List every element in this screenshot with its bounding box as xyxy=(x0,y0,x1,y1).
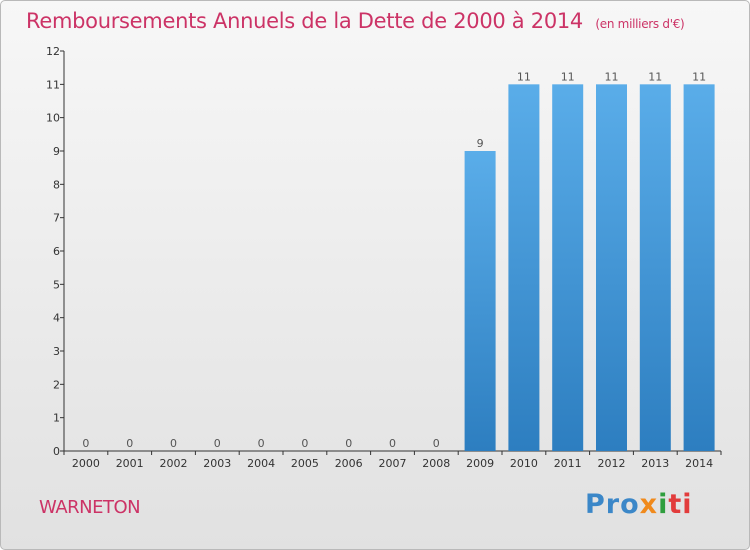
logo-part-4: ti xyxy=(668,489,693,520)
data-label-2013: 11 xyxy=(648,70,662,83)
y-tick-label: 3 xyxy=(53,345,60,358)
x-tick-label-2001: 2001 xyxy=(116,457,144,470)
y-tick-label: 12 xyxy=(46,45,60,58)
logo-part-2: x xyxy=(639,489,659,520)
chart-unit: (en milliers d'€) xyxy=(595,17,685,31)
data-label-2008: 0 xyxy=(433,437,440,450)
data-label-2012: 11 xyxy=(605,70,619,83)
y-tick-label: 4 xyxy=(53,312,60,325)
x-tick-label-2000: 2000 xyxy=(72,457,100,470)
x-tick-label-2007: 2007 xyxy=(379,457,407,470)
data-label-2011: 11 xyxy=(561,70,575,83)
y-tick-label: 10 xyxy=(46,112,60,125)
bar-2012 xyxy=(596,84,627,451)
bar-2009 xyxy=(464,151,496,451)
y-tick-label: 11 xyxy=(46,78,60,91)
data-label-2000: 0 xyxy=(82,437,89,450)
x-axis: 2000 2001 2002 2003 2004 2005 2006 2007 2008 2009… xyxy=(63,450,722,470)
x-tick-label-2010: 2010 xyxy=(510,457,538,470)
x-tick-label-2011: 2011 xyxy=(554,457,582,470)
y-tick-label: 1 xyxy=(53,412,60,425)
x-tick-label-2003: 2003 xyxy=(203,457,231,470)
x-tick-label-2009: 2009 xyxy=(466,457,494,470)
x-tick-label-2014: 2014 xyxy=(685,457,713,470)
y-tick-label: 7 xyxy=(53,212,60,225)
y-tick-label: 2 xyxy=(53,378,60,391)
data-label-2009: 9 xyxy=(477,137,484,150)
chart-title: Remboursements Annuels de la Dette de 20… xyxy=(26,9,685,33)
bar-2010 xyxy=(508,84,540,451)
y-tick-label: 8 xyxy=(53,178,60,191)
x-tick-label-2002: 2002 xyxy=(160,457,188,470)
bar-series: 0 0 0 0 0 0 0 0 0 9 11 11 11 11 11 xyxy=(82,70,715,451)
data-label-2014: 11 xyxy=(692,70,706,83)
x-tick-label-2004: 2004 xyxy=(247,457,275,470)
y-tick-label: 0 xyxy=(53,445,60,458)
bar-2011 xyxy=(552,84,584,451)
y-tick-label: 5 xyxy=(53,278,60,291)
chart-title-text: Remboursements Annuels de la Dette de 20… xyxy=(26,9,583,33)
bar-2013 xyxy=(639,84,671,451)
data-label-2006: 0 xyxy=(345,437,352,450)
x-tick-label-2005: 2005 xyxy=(291,457,319,470)
data-label-2010: 11 xyxy=(517,70,531,83)
x-tick-label-2012: 2012 xyxy=(598,457,626,470)
data-label-2003: 0 xyxy=(214,437,221,450)
logo-part-1: Pro xyxy=(585,489,640,520)
commune-name: WARNETON xyxy=(39,497,141,518)
x-tick-label-2006: 2006 xyxy=(335,457,363,470)
data-label-2007: 0 xyxy=(389,437,396,450)
y-tick-label: 6 xyxy=(53,245,60,258)
data-label-2004: 0 xyxy=(258,437,265,450)
bar-2014 xyxy=(683,84,715,451)
data-label-2002: 0 xyxy=(170,437,177,450)
data-label-2001: 0 xyxy=(126,437,133,450)
data-label-2005: 0 xyxy=(301,437,308,450)
logo-part-3: i xyxy=(658,489,669,520)
proxiti-logo[interactable]: Proxiti xyxy=(585,489,693,520)
x-tick-label-2008: 2008 xyxy=(422,457,450,470)
y-tick-label: 9 xyxy=(53,145,60,158)
x-tick-label-2013: 2013 xyxy=(641,457,669,470)
